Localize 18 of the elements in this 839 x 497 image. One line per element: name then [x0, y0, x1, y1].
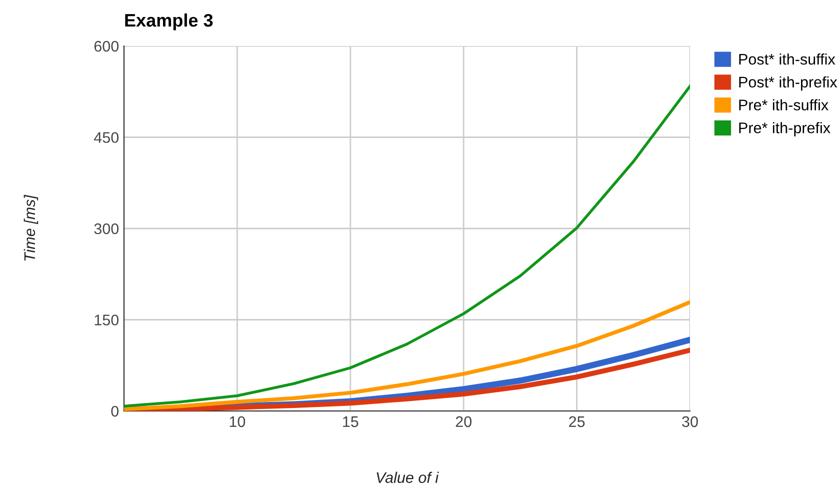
y-tick-label: 600: [94, 40, 119, 52]
legend-label: Pre* ith-suffix: [739, 99, 828, 110]
legend-label: Post* ith-prefix: [739, 76, 838, 91]
legend-label: Pre* ith-prefix: [739, 122, 830, 136]
chart-title: Example 3: [125, 13, 213, 30]
y-tick-label: 150: [94, 314, 119, 326]
y-tick-label: 450: [94, 132, 119, 143]
legend-label: Post* ith-suffix: [739, 53, 836, 65]
x-tick-label: 10: [230, 416, 246, 428]
x-tick-label: 15: [343, 416, 358, 428]
x-tick-label: 25: [569, 416, 585, 428]
y-axis-title: Time [ms]: [24, 194, 38, 261]
x-tick-label: 30: [682, 416, 698, 428]
x-tick-label: 20: [456, 416, 472, 428]
line-series: [124, 84, 690, 408]
x-axis-title: Value of i: [376, 472, 439, 483]
y-tick-label: 0: [111, 406, 119, 417]
y-tick-label: 300: [94, 223, 119, 234]
